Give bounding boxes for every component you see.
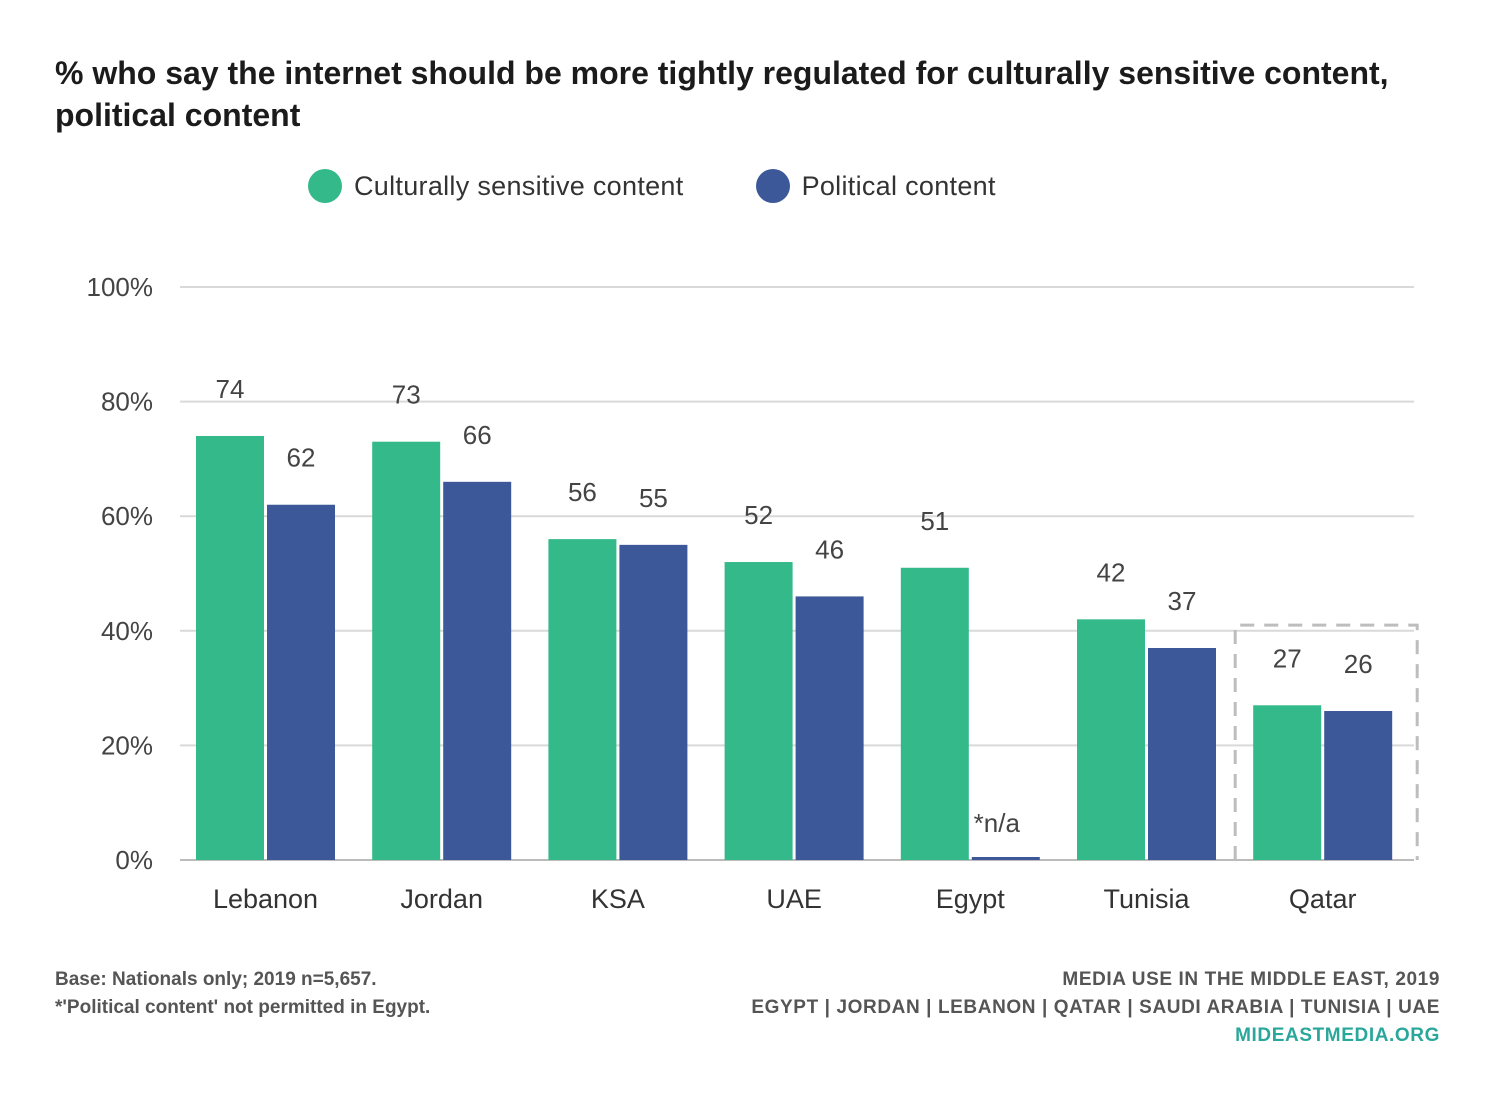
x-tick-label: Egypt — [936, 884, 1006, 914]
footer-source: MEDIA USE IN THE MIDDLE EAST, 2019 EGYPT… — [751, 966, 1440, 1050]
legend-label-culturally: Culturally sensitive content — [354, 170, 684, 201]
data-label-political: 66 — [463, 420, 492, 450]
y-tick-label: 60% — [101, 501, 153, 531]
y-tick-label: 40% — [101, 616, 153, 646]
data-label-political: 37 — [1168, 586, 1197, 616]
base-note: Base: Nationals only; 2019 n=5,657. — [55, 969, 377, 990]
bar-culturally — [196, 435, 264, 860]
legend-swatch-political — [755, 169, 790, 203]
legend-item-culturally: Culturally sensitive content — [308, 169, 684, 203]
source-title: MEDIA USE IN THE MIDDLE EAST, 2019 — [1062, 969, 1440, 990]
x-tick-label: KSA — [591, 884, 645, 914]
data-label-political: 55 — [639, 483, 668, 513]
data-label-culturally: 52 — [744, 500, 773, 530]
chart-legend: Culturally sensitive content Political c… — [308, 168, 1068, 204]
source-site: MIDEASTMEDIA.ORG — [1235, 1025, 1440, 1046]
x-tick-label: Qatar — [1289, 884, 1357, 914]
data-label-culturally: 74 — [216, 374, 245, 404]
bar-political — [971, 857, 1040, 860]
data-label-culturally: 51 — [920, 506, 949, 536]
bar-political — [443, 481, 512, 860]
chart-title: % who say the internet should be more ti… — [55, 55, 1389, 133]
legend-swatch-culturally — [308, 169, 342, 203]
bar-political — [619, 544, 688, 860]
x-tick-label: UAE — [766, 884, 822, 914]
y-tick-label: 100% — [87, 272, 154, 302]
bar-culturally — [548, 539, 617, 860]
bar-political — [267, 504, 335, 860]
data-label-culturally: 42 — [1097, 557, 1126, 587]
bar-chart: 0% 20% 40% 60% 80% 100% 74 62 Lebanon 73 66 Jordan 5… — [87, 272, 1419, 914]
data-label-culturally: 73 — [392, 380, 421, 410]
bar-culturally — [724, 562, 793, 860]
x-tick-label: Tunisia — [1103, 884, 1190, 914]
x-tick-label: Jordan — [400, 884, 483, 914]
bar-culturally — [1077, 619, 1145, 860]
legend-label-political: Political content — [801, 170, 996, 201]
egypt-note: *'Political content' not permitted in Eg… — [55, 997, 431, 1018]
bar-culturally — [372, 441, 441, 860]
source-countries: EGYPT | JORDAN | LEBANON | QATAR | SAUDI… — [751, 997, 1440, 1018]
data-label-political: 46 — [815, 534, 844, 564]
data-label-culturally: 27 — [1273, 643, 1302, 673]
bar-culturally — [1253, 705, 1322, 860]
data-label-political: 62 — [287, 443, 316, 473]
y-tick-label: 20% — [101, 730, 153, 760]
legend-item-political: Political content — [755, 169, 996, 203]
data-label-political: 26 — [1344, 649, 1373, 679]
bar-political — [1324, 711, 1393, 860]
data-label-culturally: 56 — [568, 477, 597, 507]
x-tick-label: Lebanon — [213, 884, 318, 914]
footer-notes: Base: Nationals only; 2019 n=5,657. *'Po… — [55, 966, 430, 1022]
bar-political — [1148, 647, 1216, 860]
bar-political — [795, 596, 864, 860]
qatar-highlight-box — [1233, 623, 1419, 860]
data-label-political: *n/a — [974, 808, 1021, 838]
bar-culturally — [900, 567, 969, 860]
y-tick-label: 80% — [101, 387, 153, 417]
y-tick-label: 0% — [115, 845, 153, 875]
